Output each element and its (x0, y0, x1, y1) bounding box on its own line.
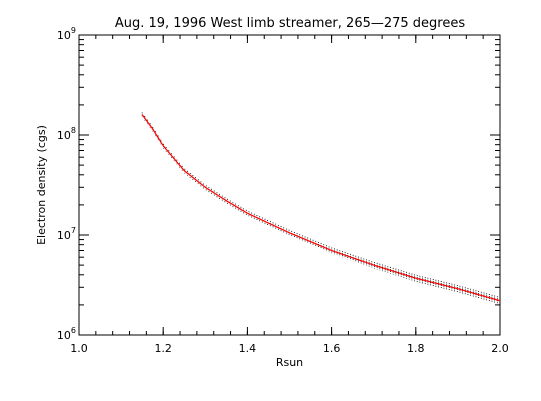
x-tick-label: 2.0 (491, 342, 509, 355)
y-axis-label: Electron density (cgs) (35, 125, 48, 245)
y-tick-label: 106 (57, 326, 76, 342)
x-axis-minor-ticks (78, 35, 501, 335)
y-axis-minor-ticks (79, 39, 500, 306)
x-axis: 1.0 1.2 1.4 1.6 1.8 2.0 (70, 35, 509, 355)
fit-line (141, 114, 501, 302)
y-tick-label: 108 (57, 126, 76, 142)
x-tick-label: 1.6 (323, 342, 341, 355)
plot-frame (78, 34, 501, 336)
x-tick-label: 1.2 (154, 342, 172, 355)
chart-title: Aug. 19, 1996 West limb streamer, 265—27… (115, 16, 466, 31)
x-tick-label: 1.0 (70, 342, 88, 355)
y-tick-label: 107 (57, 226, 76, 242)
y-tick-label: 109 (57, 26, 76, 42)
x-tick-label: 1.4 (239, 342, 257, 355)
x-tick-label: 1.8 (407, 342, 425, 355)
data-points (141, 112, 501, 305)
x-axis-label: Rsun (276, 356, 303, 369)
y-axis: 106 107 108 109 (57, 26, 500, 342)
